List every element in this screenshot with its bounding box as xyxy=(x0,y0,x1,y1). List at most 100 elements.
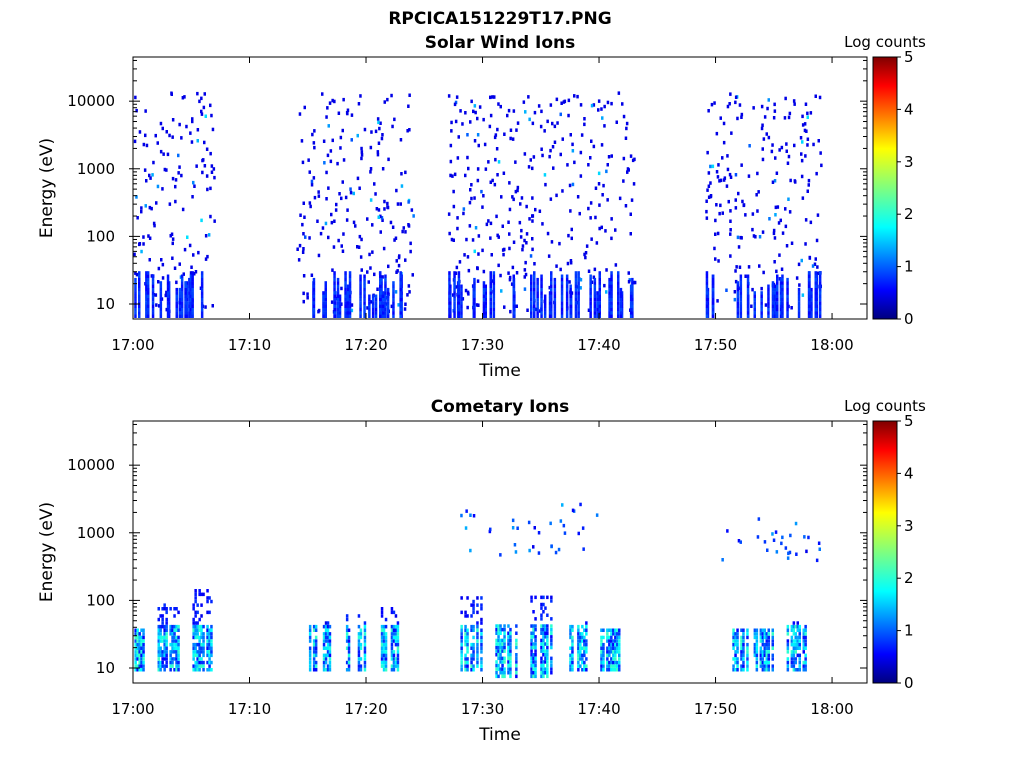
heatmap-cell xyxy=(136,664,139,668)
heatmap-cell xyxy=(602,646,605,650)
heatmap-cell xyxy=(800,258,803,263)
heatmap-cell xyxy=(503,132,506,136)
heatmap-cell xyxy=(568,183,572,188)
x-tick-label: 17:40 xyxy=(577,700,620,718)
heatmap-cell xyxy=(134,304,137,308)
heatmap-cell xyxy=(536,301,539,305)
heatmap-cell xyxy=(794,521,798,526)
heatmap-cell xyxy=(756,171,759,176)
heatmap-cell xyxy=(196,128,200,132)
heatmap-cell xyxy=(810,294,813,298)
heatmap-cell xyxy=(461,297,465,301)
heatmap-cell xyxy=(177,635,180,640)
heatmap-cell xyxy=(206,596,209,600)
heatmap-cell xyxy=(761,639,765,643)
heatmap-cell xyxy=(565,314,569,318)
heatmap-cell xyxy=(329,159,333,164)
heatmap-cell xyxy=(165,657,168,661)
heatmap-cell xyxy=(553,314,557,318)
heatmap-cell xyxy=(384,304,387,308)
heatmap-cell xyxy=(725,184,729,188)
heatmap-cell xyxy=(453,287,456,292)
heatmap-cell xyxy=(138,297,141,302)
heatmap-cell xyxy=(157,642,160,647)
heatmap-cell xyxy=(357,635,361,640)
heatmap-cell xyxy=(396,653,400,658)
heatmap-cell xyxy=(196,660,199,665)
heatmap-cell xyxy=(140,635,143,640)
heatmap-cell xyxy=(151,301,155,305)
heatmap-cell xyxy=(579,642,582,647)
heatmap-cell xyxy=(543,294,547,298)
heatmap-cell xyxy=(191,301,194,305)
heatmap-cell xyxy=(206,624,209,629)
heatmap-cell xyxy=(803,535,806,539)
heatmap-cell xyxy=(740,112,744,117)
heatmap-cell xyxy=(174,184,177,189)
heatmap-cell xyxy=(593,314,597,318)
heatmap-cell xyxy=(546,663,549,668)
heatmap-cell xyxy=(763,635,766,640)
heatmap-cell xyxy=(530,649,533,653)
heatmap-cell xyxy=(589,314,592,318)
heatmap-cell xyxy=(161,650,164,654)
heatmap-cell xyxy=(794,650,797,654)
heatmap-cell xyxy=(146,307,150,312)
heatmap-cell xyxy=(312,301,316,305)
heatmap-cell xyxy=(773,260,776,264)
heatmap-cell xyxy=(449,173,452,178)
heatmap-cell xyxy=(606,657,609,661)
heatmap-cell xyxy=(571,508,575,513)
heatmap-cell xyxy=(771,297,775,302)
heatmap-cell xyxy=(359,291,362,295)
heatmap-cell xyxy=(192,617,195,622)
heatmap-cell xyxy=(555,97,559,102)
heatmap-cell xyxy=(350,138,353,142)
heatmap-cell xyxy=(787,115,791,120)
heatmap-cell xyxy=(509,653,512,657)
heatmap-cell xyxy=(194,632,197,636)
heatmap-cell xyxy=(476,178,480,183)
heatmap-cell xyxy=(810,301,813,305)
heatmap-cell xyxy=(569,632,572,636)
heatmap-cell xyxy=(810,287,813,292)
heatmap-cell xyxy=(326,632,330,636)
heatmap-cell xyxy=(192,180,195,185)
heatmap-cell xyxy=(159,614,162,618)
heatmap-cell xyxy=(559,519,563,523)
heatmap-cell xyxy=(616,664,619,668)
heatmap-cell xyxy=(606,646,609,650)
heatmap-cell xyxy=(534,671,537,675)
heatmap-cell xyxy=(798,624,801,629)
heatmap-cell xyxy=(357,639,361,643)
heatmap-cell xyxy=(705,271,709,275)
heatmap-cell xyxy=(600,657,603,661)
heatmap-cell xyxy=(200,650,203,654)
heatmap-cell xyxy=(326,153,330,158)
heatmap-cell xyxy=(533,526,536,530)
heatmap-cell xyxy=(470,183,473,187)
heatmap-cell xyxy=(784,546,788,550)
heatmap-cell xyxy=(470,603,473,607)
heatmap-cell xyxy=(512,284,515,288)
heatmap-cell xyxy=(619,297,623,302)
heatmap-cell xyxy=(808,287,811,292)
heatmap-cell xyxy=(501,649,504,653)
heatmap-cell xyxy=(363,628,367,632)
heatmap-cell xyxy=(464,639,467,643)
heatmap-cell xyxy=(344,271,347,275)
heatmap-cell xyxy=(587,269,591,273)
heatmap-cell xyxy=(497,627,500,632)
heatmap-cell xyxy=(148,236,152,240)
heatmap-cell xyxy=(729,254,732,258)
heatmap-cell xyxy=(368,311,371,315)
heatmap-cell xyxy=(560,284,564,288)
heatmap-cell xyxy=(328,657,332,661)
heatmap-cell xyxy=(617,314,620,318)
heatmap-cell xyxy=(384,632,388,636)
heatmap-cell xyxy=(562,523,566,528)
heatmap-cell xyxy=(777,221,781,225)
heatmap-cell xyxy=(482,269,486,274)
heatmap-cell xyxy=(513,294,516,298)
